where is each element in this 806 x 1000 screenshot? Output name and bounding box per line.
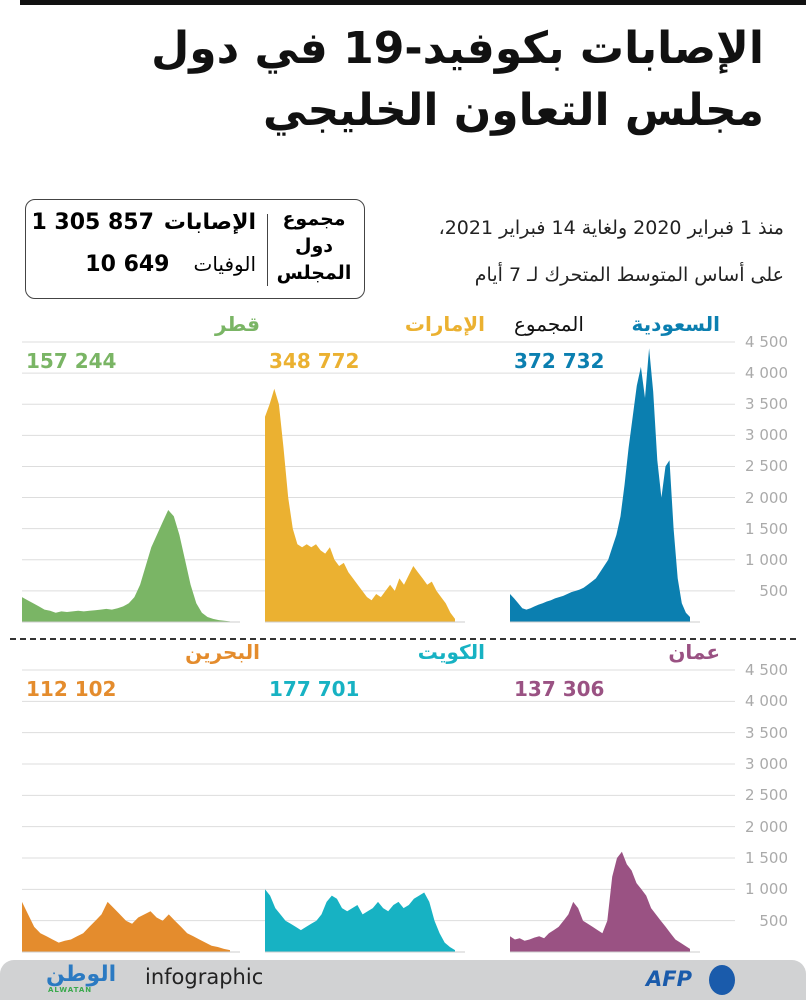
y-tick-label: 3 500 bbox=[745, 395, 788, 414]
summary-box: مجموع دول المجلس الإصابات 1 305 857 الوف… bbox=[25, 199, 365, 299]
area-series-2 bbox=[22, 510, 230, 622]
y-tick-label: 1 000 bbox=[745, 880, 788, 899]
y-tick-label: 4 000 bbox=[745, 364, 788, 383]
cases-value: 1 305 857 bbox=[31, 210, 154, 235]
y-tick-label: 1 000 bbox=[745, 550, 788, 569]
area-series-4 bbox=[265, 889, 455, 952]
country-name: الكويت bbox=[417, 640, 485, 664]
country-total: 372 732 bbox=[514, 349, 605, 373]
summary-label: مجموع دول المجلس bbox=[276, 208, 352, 284]
cases-label: الإصابات bbox=[163, 210, 256, 235]
country-total: 157 244 bbox=[26, 349, 117, 373]
page-title: الإصابات بكوفيد-19 في دول مجلس التعاون ا… bbox=[151, 23, 764, 136]
footer bbox=[0, 960, 806, 1000]
y-tick-label: 4 500 bbox=[745, 661, 788, 679]
legend-total-label: المجموع bbox=[514, 312, 584, 336]
logo-subtext: ALWATAN bbox=[48, 986, 93, 994]
summary-deaths: الوفيات 10 649 bbox=[85, 252, 256, 277]
y-tick-label: 500 bbox=[759, 581, 788, 600]
country-total: 137 306 bbox=[514, 677, 605, 701]
y-tick-label: 3 500 bbox=[745, 723, 788, 742]
area-series-0 bbox=[510, 348, 690, 622]
deaths-value: 10 649 bbox=[85, 252, 170, 277]
section-divider bbox=[10, 638, 796, 640]
y-tick-label: 2 500 bbox=[745, 457, 788, 476]
deaths-label: الوفيات bbox=[193, 252, 257, 276]
area-series-3 bbox=[510, 851, 690, 952]
y-tick-label: 2 000 bbox=[745, 488, 788, 507]
y-tick-label: 2 000 bbox=[745, 817, 788, 836]
afp-logo: AFP bbox=[646, 967, 692, 991]
area-series-5 bbox=[22, 901, 230, 952]
y-tick-label: 500 bbox=[759, 911, 788, 930]
country-total: 348 772 bbox=[269, 349, 360, 373]
infographic-label: infographic bbox=[145, 965, 264, 989]
country-total: 177 701 bbox=[269, 677, 360, 701]
afp-logo-dot bbox=[709, 965, 735, 995]
country-name: السعودية bbox=[631, 312, 720, 336]
y-tick-label: 3 000 bbox=[745, 755, 788, 773]
summary-divider bbox=[267, 214, 268, 286]
y-tick-label: 1 500 bbox=[745, 519, 788, 538]
country-total: 112 102 bbox=[26, 677, 117, 701]
alwatan-logo: الوطن ALWATAN bbox=[46, 962, 117, 994]
y-tick-label: 2 500 bbox=[745, 786, 788, 805]
country-name: الإمارات bbox=[404, 312, 485, 336]
country-name: عمان bbox=[668, 640, 720, 664]
subtitle-line-2: على أساس المتوسط المتحرك لـ 7 أيام bbox=[474, 264, 784, 286]
top-rule bbox=[20, 0, 806, 5]
subtitle: منذ 1 فبراير 2020 ولغاية 14 فبراير 2021،… bbox=[439, 205, 784, 299]
y-tick-label: 4 500 bbox=[745, 333, 788, 351]
subtitle-line-1: منذ 1 فبراير 2020 ولغاية 14 فبراير 2021، bbox=[438, 217, 784, 239]
y-tick-label: 3 000 bbox=[745, 426, 788, 445]
logo-text: الوطن bbox=[46, 962, 117, 987]
country-name: البحرين bbox=[185, 640, 260, 664]
y-tick-label: 4 000 bbox=[745, 692, 788, 711]
y-tick-label: 1 500 bbox=[745, 849, 788, 867]
area-series-1 bbox=[265, 388, 455, 622]
summary-cases: الإصابات 1 305 857 bbox=[31, 210, 256, 235]
country-name: قطر bbox=[214, 312, 260, 336]
